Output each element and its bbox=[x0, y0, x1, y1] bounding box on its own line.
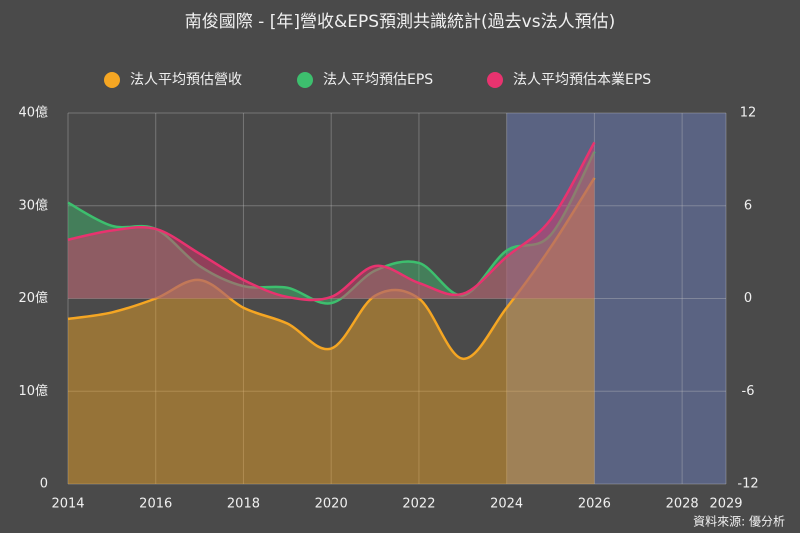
area bbox=[68, 142, 595, 301]
y-tick-label: 10億 bbox=[18, 383, 48, 399]
x-tick-label: 2018 bbox=[227, 497, 260, 512]
legend-label: 法人平均預估EPS bbox=[323, 72, 433, 88]
x-tick-label: 2029 bbox=[709, 497, 742, 512]
y-tick-label: 20億 bbox=[18, 290, 48, 306]
legend-label: 法人平均預估營收 bbox=[130, 72, 242, 88]
legend-marker bbox=[487, 72, 503, 88]
legend-marker bbox=[104, 72, 120, 88]
source: 資料來源: 優分析 bbox=[693, 515, 785, 529]
y2-tick-label: 6 bbox=[744, 198, 752, 213]
y2-tick-label: 0 bbox=[744, 291, 752, 306]
forecast-region bbox=[506, 113, 726, 484]
y-tick-label: 30億 bbox=[18, 197, 48, 213]
line bbox=[67, 141, 596, 302]
x-tick-label: 2022 bbox=[402, 497, 435, 512]
area bbox=[68, 177, 595, 485]
chart-title: 南俊國際 - [年]營收&EPS預測共識統計(過去vs法人預估) bbox=[185, 12, 615, 32]
y-tick-label: 40億 bbox=[18, 105, 48, 121]
area bbox=[68, 151, 595, 304]
line bbox=[67, 177, 596, 361]
x-tick-label: 2016 bbox=[139, 497, 172, 512]
y2-tick-label: -6 bbox=[742, 384, 755, 399]
x-tick-label: 2026 bbox=[578, 497, 611, 512]
legend-label: 法人平均預估本業EPS bbox=[513, 72, 651, 88]
x-tick-label: 2024 bbox=[490, 497, 523, 512]
y2-tick-label: 12 bbox=[740, 106, 757, 121]
x-tick-label: 2014 bbox=[51, 497, 84, 512]
x-tick-label: 2020 bbox=[315, 497, 348, 512]
x-tick-label: 2028 bbox=[666, 497, 699, 512]
y-tick-label: 0 bbox=[40, 477, 48, 492]
y2-tick-label: -12 bbox=[737, 477, 758, 492]
legend-marker bbox=[297, 72, 313, 88]
